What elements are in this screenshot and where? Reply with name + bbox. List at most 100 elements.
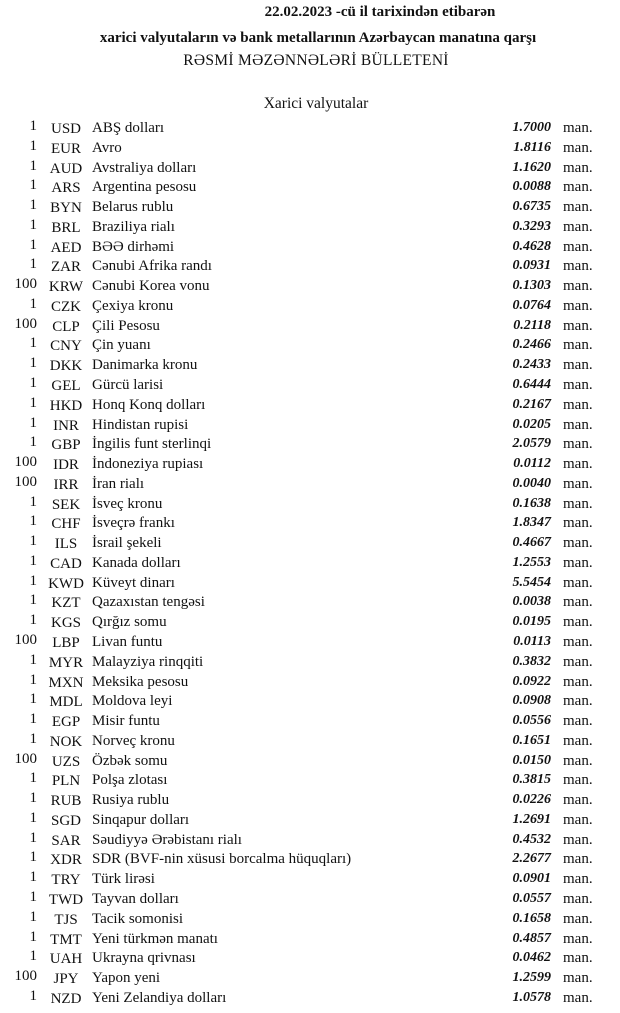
amount-cell: 1 (29, 493, 38, 510)
currency-code: ZAR (51, 259, 81, 276)
currency-name: Özbək somu (92, 752, 168, 769)
currency-name: Səudiyyə Ərəbistanı rialı (92, 831, 242, 848)
rate-value: 2.0579 (512, 436, 552, 452)
amount-cell: 100 (14, 276, 38, 293)
rate-value: 0.2433 (512, 357, 552, 373)
rate-value: 0.6735 (512, 199, 552, 215)
rate-row-gel: 1 GEL Gürcü larisi 0.6444 man. (0, 375, 620, 395)
rate-value: 1.2599 (512, 970, 552, 986)
currency-name: ABŞ dolları (92, 120, 165, 136)
rate-row-pln: 1 PLN Polşa zlotası 0.3815 man. (0, 770, 620, 790)
currency-name: İsveç kronu (92, 495, 163, 512)
rate-row-krw: 100 KRW Cənubi Korea vonu 0.1303 man. (0, 276, 620, 296)
amount-cell: 1 (29, 809, 38, 826)
rate-row-ils: 1 ILS İsrail şekeli 0.4667 man. (0, 533, 620, 553)
currency-code: CLP (52, 318, 80, 335)
rate-row-egp: 1 EGP Misir funtu 0.0556 man. (0, 711, 620, 731)
rate-value: 0.0462 (512, 950, 552, 966)
rate-row-mxn: 1 MXN Meksika pesosu 0.0922 man. (0, 672, 620, 692)
amount-cell: 1 (29, 295, 38, 312)
currency-code: SEK (51, 496, 81, 513)
rate-row-try: 1 TRY Türk lirəsi 0.0901 man. (0, 869, 620, 889)
currency-code: UAH (49, 951, 83, 968)
amount-cell: 1 (29, 711, 38, 728)
rate-row-jpy: 100 JPY Yapon yeni 1.2599 man. (0, 968, 620, 988)
currency-code: RUB (50, 793, 82, 810)
rate-row-cad: 1 CAD Kanada dolları 1.2553 man. (0, 553, 620, 573)
amount-cell: 1 (29, 157, 38, 174)
bulletin-subtitle: xarici valyutaların və bank metallarının… (99, 30, 537, 46)
currency-name: Yapon yeni (92, 970, 161, 987)
currency-code: CNY (50, 338, 82, 355)
unit-label: man. (563, 218, 593, 235)
currency-code: TWD (48, 892, 84, 909)
amount-cell: 1 (29, 651, 38, 668)
rate-value: 2.2677 (512, 851, 552, 867)
currency-name: SDR (BVF-nin xüsusi borcalma hüquqları) (92, 851, 352, 868)
currency-name: Çili Pesosu (92, 317, 160, 334)
currency-code: GBP (51, 437, 81, 454)
currency-name: Livan funtu (92, 634, 163, 651)
unit-label: man. (563, 238, 593, 255)
rate-row-tjs: 1 TJS Tacik somonisi 0.1658 man. (0, 909, 620, 929)
amount-cell: 1 (29, 335, 38, 352)
currency-code: KZT (51, 595, 81, 612)
rate-value: 0.3832 (512, 653, 552, 669)
amount-cell: 1 (29, 137, 38, 154)
rate-value: 0.0150 (512, 752, 552, 768)
unit-label: man. (563, 258, 593, 275)
amount-cell: 1 (29, 394, 38, 411)
currency-name: Danimarka kronu (92, 357, 198, 374)
currency-code: INR (53, 417, 79, 434)
currency-code: KGS (50, 615, 81, 632)
currency-name: Hindistan rupisi (92, 416, 189, 433)
unit-label: man. (563, 317, 593, 334)
rate-value: 0.2466 (512, 337, 552, 353)
rate-row-dkk: 1 DKK Danimarka kronu 0.2433 man. (0, 355, 620, 375)
amount-cell: 1 (29, 730, 38, 747)
unit-label: man. (563, 278, 593, 295)
currency-name: Kanada dolları (92, 554, 181, 571)
currency-code: GEL (51, 378, 81, 394)
unit-label: man. (563, 673, 593, 690)
rate-row-rub: 1 RUB Rusiya rublu 0.0226 man. (0, 790, 620, 810)
rate-value: 0.4532 (512, 831, 552, 847)
unit-label: man. (563, 357, 593, 374)
amount-cell: 1 (29, 572, 38, 589)
rate-value: 0.0040 (512, 475, 552, 491)
rate-value: 0.0901 (512, 871, 552, 887)
currency-name: Meksika pesosu (92, 673, 189, 690)
currency-code: ARS (51, 180, 81, 197)
rate-row-irr: 100 IRR İran rialı 0.0040 man. (0, 474, 620, 494)
currency-code: AED (50, 239, 82, 256)
amount-cell: 1 (29, 434, 38, 451)
currency-name: İran rialı (92, 475, 145, 492)
currency-name: Yeni türkmən manatı (92, 930, 218, 947)
currency-name: Braziliya rialı (92, 218, 175, 235)
rate-row-uzs: 100 UZS Özbək somu 0.0150 man. (0, 751, 620, 771)
currency-name: Qırğız somu (92, 614, 167, 631)
amount-cell: 1 (29, 889, 38, 906)
amount-cell: 1 (29, 256, 38, 273)
amount-cell: 1 (29, 849, 38, 866)
amount-cell: 1 (29, 671, 38, 688)
currency-name: Avro (92, 139, 122, 156)
currency-name: İsrail şekeli (92, 535, 162, 552)
currency-code: USD (50, 121, 81, 137)
unit-label: man. (563, 732, 593, 749)
currency-name: İndoneziya rupiası (92, 456, 204, 473)
amount-cell: 1 (29, 375, 38, 391)
currency-name: Rusiya rublu (92, 792, 170, 809)
amount-cell: 100 (14, 968, 38, 985)
rate-value: 0.0195 (512, 614, 552, 630)
currency-code: UZS (51, 753, 81, 770)
amount-cell: 1 (29, 612, 38, 629)
rate-value: 0.1651 (512, 732, 552, 748)
amount-cell: 1 (29, 216, 38, 233)
currency-code: SGD (50, 812, 81, 829)
rate-row-aed: 1 AED BƏƏ dirhəmi 0.4628 man. (0, 237, 620, 257)
amount-cell: 1 (29, 592, 38, 609)
unit-label: man. (563, 574, 593, 591)
rate-row-sek: 1 SEK İsveç kronu 0.1638 man. (0, 494, 620, 514)
amount-cell: 1 (29, 513, 38, 530)
